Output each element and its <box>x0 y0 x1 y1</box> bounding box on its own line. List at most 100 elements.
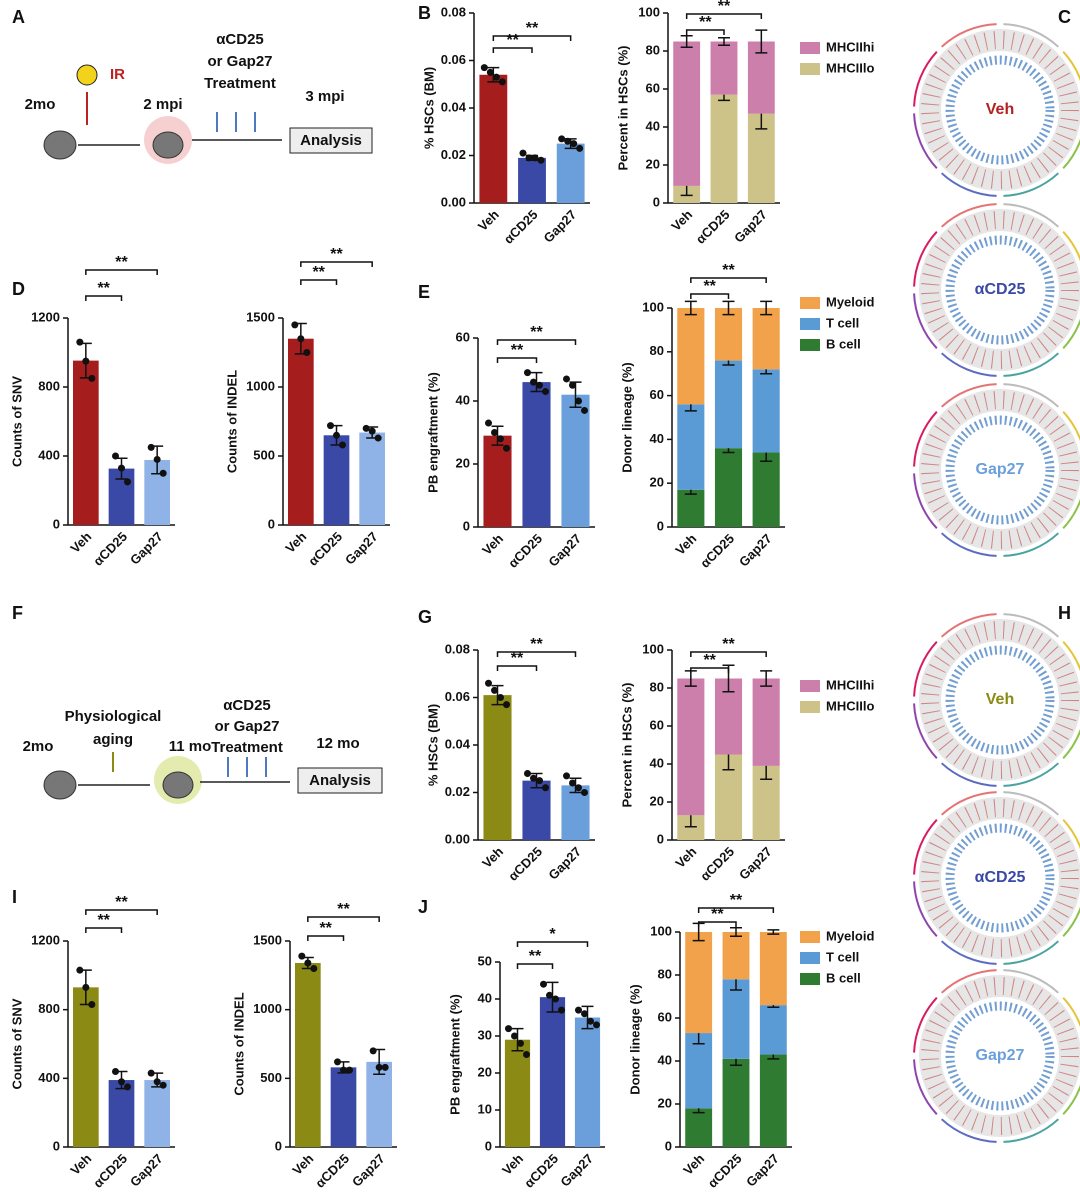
treatment-arrows <box>216 112 256 132</box>
panel-labels: A B C D E F G H I J <box>12 3 1071 917</box>
y-tick-label: 80 <box>646 42 660 57</box>
y-tick-label: 800 <box>38 1001 60 1016</box>
error-bar <box>722 300 735 316</box>
data-point <box>570 140 578 148</box>
significance-bracket <box>85 269 158 275</box>
significance-label: ** <box>97 912 110 929</box>
data-point <box>491 686 498 694</box>
circos-label: Veh <box>986 101 1014 118</box>
circos-ring <box>1062 996 1080 1028</box>
y-tick-label: 500 <box>253 447 275 462</box>
chart: 0 20 40 60 PB engraftment (%) Veh αCD25 Gap27 **… <box>425 324 595 571</box>
bar-segment <box>752 678 780 766</box>
y-tick-label: 40 <box>650 755 664 770</box>
x-tick-label: Veh <box>672 531 699 558</box>
y-tick-label: 80 <box>650 343 664 358</box>
circos-ring <box>1003 352 1060 377</box>
y-tick-label: 20 <box>478 1064 492 1079</box>
data-point <box>340 1066 347 1074</box>
data-point <box>575 784 582 792</box>
data-point <box>298 952 306 960</box>
circos-ring <box>1003 613 1060 638</box>
circos-ring <box>1062 906 1080 938</box>
x-tick-label: Veh <box>282 529 309 556</box>
significance-label: ** <box>530 636 543 653</box>
x-tick-label: αCD25 <box>90 529 130 569</box>
data-point <box>147 1069 155 1077</box>
x-tick-label: Veh <box>67 1151 94 1178</box>
significance-bracket <box>85 909 158 915</box>
y-tick-label: 10 <box>478 1101 492 1116</box>
legend-swatch <box>800 42 820 54</box>
x-tick-label: Gap27 <box>342 529 381 568</box>
y-axis-label: Counts of INDEL <box>231 992 246 1095</box>
legend-swatch <box>800 701 820 713</box>
chart: 0 500 1000 1500 Counts of INDEL VehαCD25Gap27… <box>224 246 390 569</box>
bar-segment <box>752 369 780 453</box>
data-point <box>581 1010 588 1018</box>
y-tick-label: 40 <box>646 118 660 133</box>
circos-ring <box>940 532 997 557</box>
bar <box>522 382 551 527</box>
circos-ring <box>940 940 997 965</box>
bar-segment <box>752 308 780 370</box>
y-tick-label: 0 <box>485 1138 492 1153</box>
y-tick-label: 500 <box>260 1070 282 1085</box>
y-tick-label: 0 <box>53 516 60 531</box>
x-tick-label: αCD25 <box>697 844 737 884</box>
data-point <box>112 452 119 460</box>
data-point <box>517 1039 524 1047</box>
significance-bracket <box>496 651 577 657</box>
y-tick-label: 0.04 <box>441 99 467 114</box>
bar <box>366 1061 393 1147</box>
data-point <box>491 429 498 436</box>
data-point <box>304 959 312 967</box>
x-tick-label: Veh <box>668 207 695 234</box>
data-point <box>540 980 547 988</box>
error-bar <box>760 300 773 316</box>
circos-track <box>945 645 1055 755</box>
data-point <box>124 1083 131 1091</box>
data-point <box>381 1063 389 1071</box>
y-tick-label: 40 <box>650 431 664 446</box>
error-bar <box>581 1005 594 1030</box>
x-tick-label: Gap27 <box>349 1151 388 1190</box>
significance-bracket <box>697 921 737 927</box>
circos-ring <box>940 791 997 816</box>
significance-label: ** <box>722 636 735 653</box>
x-tick-label: αCD25 <box>501 207 541 247</box>
y-tick-label: 100 <box>642 641 664 656</box>
bar-segment <box>759 932 787 1006</box>
legend-label: Myeloid <box>826 294 874 309</box>
mouse-icon <box>162 771 194 799</box>
label: or Gap27 <box>214 718 279 735</box>
circos-ring <box>1003 383 1060 408</box>
data-point <box>480 64 488 72</box>
data-point <box>497 435 504 443</box>
data-point <box>542 784 549 792</box>
legend-label: T cell <box>826 315 859 330</box>
data-point <box>523 1051 530 1058</box>
bar-segment <box>710 41 738 95</box>
data-point <box>147 443 155 451</box>
circos-track <box>945 823 1055 933</box>
bar-segment <box>722 979 750 1059</box>
y-tick-label: 20 <box>456 455 470 470</box>
x-tick-label: αCD25 <box>505 531 545 571</box>
label: 2mo <box>25 96 56 113</box>
circos-ring <box>1003 532 1060 557</box>
error-bar <box>684 300 697 316</box>
y-tick-label: 0.08 <box>445 641 470 656</box>
analysis-box <box>289 127 373 154</box>
circos-ring <box>1062 410 1080 442</box>
circos-ring <box>1062 50 1080 82</box>
y-tick-label: 0.00 <box>445 831 470 846</box>
circos-ring <box>1062 818 1080 850</box>
y-tick-label: 60 <box>650 387 664 402</box>
y-tick-label: 80 <box>650 679 664 694</box>
y-tick-label: 40 <box>478 990 492 1005</box>
bar-segment <box>685 1108 713 1147</box>
y-tick-label: 800 <box>38 378 60 393</box>
y-tick-label: 1000 <box>246 378 275 393</box>
label: Analysis <box>309 772 371 789</box>
